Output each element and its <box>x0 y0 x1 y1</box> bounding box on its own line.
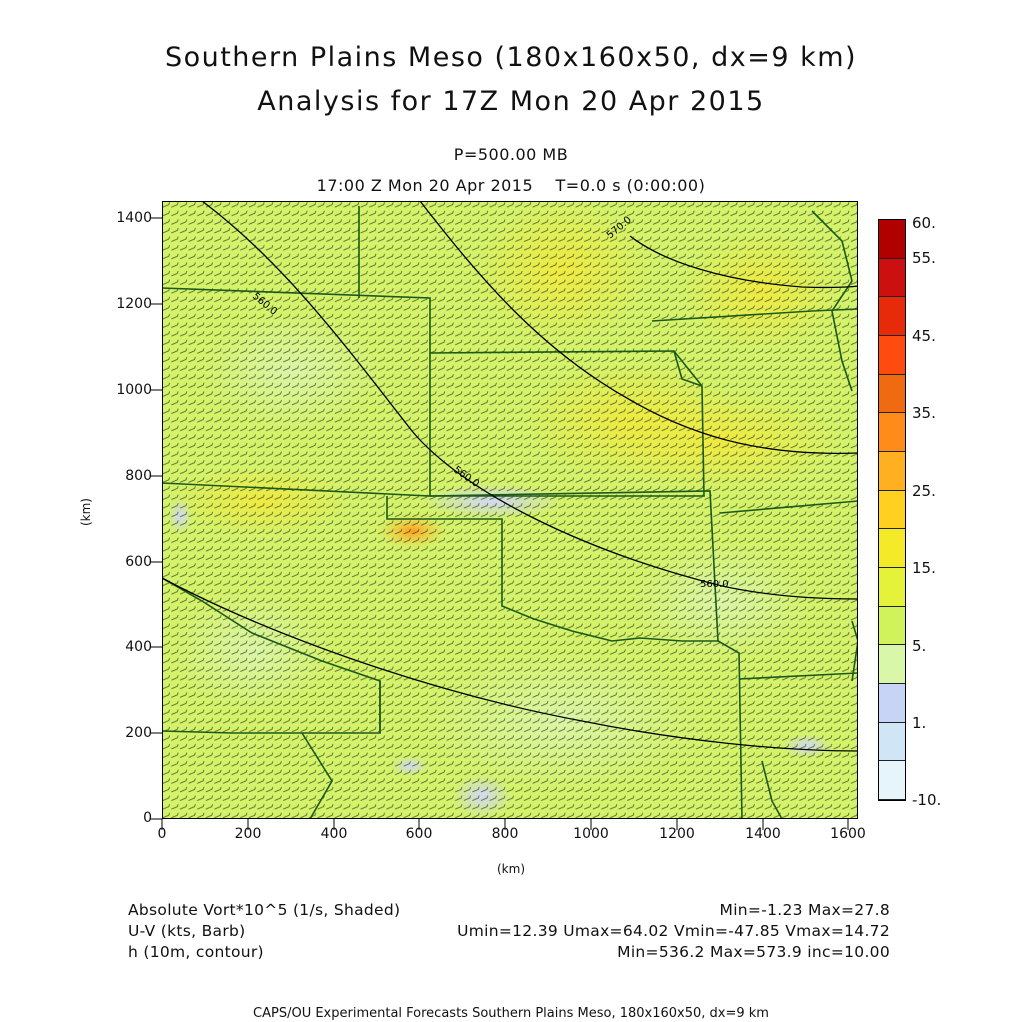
colorbar-label-35: 35. <box>912 404 936 422</box>
x-tick-1600: 1600 <box>830 826 866 842</box>
colorbar-swatch <box>879 568 905 607</box>
y-tick-1400: 1400 <box>116 210 152 226</box>
legend-field1-stats: Min=-1.23 Max=27.8 <box>719 901 890 919</box>
colorbar-swatch <box>879 297 905 337</box>
colorbar-label-45: 45. <box>912 327 936 345</box>
time-label: 17:00 Z Mon 20 Apr 2015 T=0.0 s (0:00:00… <box>316 176 706 195</box>
y-tick-200: 200 <box>125 725 152 741</box>
y-tick-1200: 1200 <box>116 296 152 312</box>
colorbar-swatch <box>879 490 905 530</box>
colorbar-swatch <box>879 529 905 569</box>
level-label: P=500.00 MB <box>453 145 569 164</box>
title-line-2: Analysis for 17Z Mon 20 Apr 2015 <box>257 86 765 117</box>
colorbar-swatch <box>879 684 905 723</box>
x-tick-0: 0 <box>157 826 167 842</box>
legend-field2-name: U-V (kts, Barb) <box>128 922 246 940</box>
title-line-1: Southern Plains Meso (180x160x50, dx=9 k… <box>164 42 858 73</box>
legend-field3-name: h (10m, contour) <box>128 943 264 961</box>
x-tick-1000: 1000 <box>573 826 609 842</box>
x-tick-1400: 1400 <box>745 826 781 842</box>
y-tick-1000: 1000 <box>116 382 152 398</box>
colorbar-swatch <box>879 220 905 259</box>
y-tick-400: 400 <box>125 639 152 655</box>
state-boundaries <box>162 206 858 819</box>
legend-field1-name: Absolute Vort*10^5 (1/s, Shaded) <box>128 901 401 919</box>
colorbar-swatch <box>879 722 905 762</box>
axis-ticks <box>150 217 849 830</box>
colorbar-swatch <box>879 761 905 801</box>
x-tick-600: 600 <box>405 826 433 842</box>
colorbar-label-15: 15. <box>912 559 936 577</box>
colorbar <box>878 219 906 801</box>
map-plot: 560.0 560.0 560.0 570.0 <box>162 201 858 819</box>
colorbar-label-1: 1. <box>912 714 927 732</box>
colorbar-swatch <box>879 606 905 646</box>
x-tick-400: 400 <box>320 826 348 842</box>
x-tick-200: 200 <box>234 826 262 842</box>
colorbar-label-25: 25. <box>912 482 936 500</box>
colorbar-swatch <box>879 374 905 414</box>
y-tick-800: 800 <box>125 468 152 484</box>
x-tick-800: 800 <box>491 826 519 842</box>
colorbar-swatch <box>879 645 905 685</box>
height-contours <box>162 201 858 752</box>
colorbar-swatch <box>879 413 905 453</box>
wind-barbs <box>162 201 858 819</box>
y-tick-600: 600 <box>125 554 152 570</box>
colorbar-label-55: 55. <box>912 249 936 267</box>
legend-field2-stats: Umin=12.39 Umax=64.02 Vmin=-47.85 Vmax=1… <box>457 922 890 940</box>
legend-field3-stats: Min=536.2 Max=573.9 inc=10.00 <box>617 943 890 961</box>
x-axis-label: (km) <box>497 862 526 876</box>
colorbar-label-neg10: -10. <box>912 791 942 809</box>
contour-label-right: 560.0 <box>700 579 729 590</box>
colorbar-swatch <box>879 452 905 491</box>
colorbar-label-5: 5. <box>912 637 927 655</box>
colorbar-swatch <box>879 336 905 375</box>
colorbar-swatch <box>879 258 905 298</box>
y-axis-label: (km) <box>79 497 94 527</box>
x-tick-1200: 1200 <box>659 826 695 842</box>
footer-credit: CAPS/OU Experimental Forecasts Southern … <box>253 1006 769 1021</box>
y-tick-0: 0 <box>143 810 152 826</box>
colorbar-label-60: 60. <box>912 214 936 232</box>
